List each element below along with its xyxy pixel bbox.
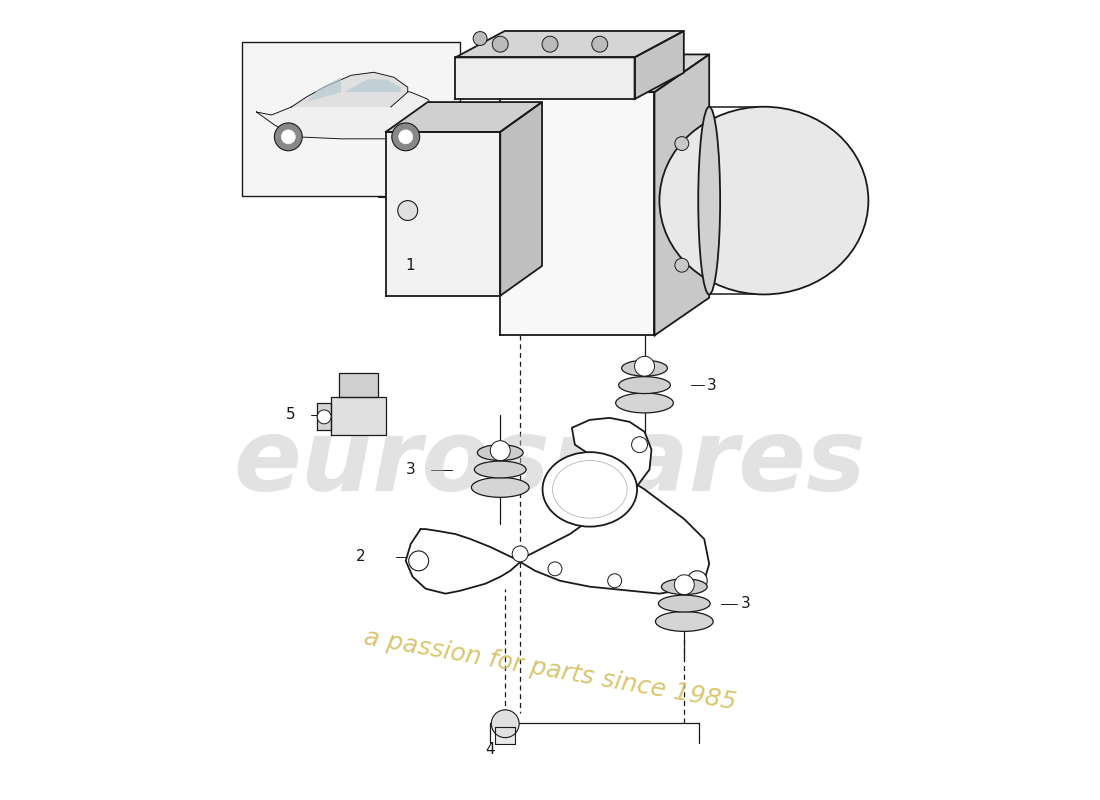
Polygon shape: [500, 102, 542, 296]
Polygon shape: [455, 31, 684, 58]
Circle shape: [274, 123, 302, 150]
Ellipse shape: [472, 478, 529, 498]
Polygon shape: [317, 403, 331, 430]
Ellipse shape: [698, 106, 720, 294]
Circle shape: [688, 571, 707, 590]
Circle shape: [548, 562, 562, 576]
Text: 1: 1: [406, 258, 416, 274]
Ellipse shape: [477, 445, 524, 461]
Polygon shape: [406, 418, 710, 594]
Circle shape: [675, 137, 689, 150]
Polygon shape: [455, 58, 635, 99]
Text: 3: 3: [707, 378, 717, 393]
Circle shape: [317, 410, 331, 424]
Ellipse shape: [616, 393, 673, 413]
Ellipse shape: [474, 461, 526, 478]
Polygon shape: [306, 78, 341, 102]
Polygon shape: [331, 397, 386, 434]
Circle shape: [631, 437, 648, 453]
Text: 3: 3: [741, 596, 751, 611]
Circle shape: [491, 441, 510, 461]
Circle shape: [635, 356, 654, 376]
Polygon shape: [344, 79, 400, 92]
Bar: [242, 42, 461, 197]
Polygon shape: [500, 54, 710, 92]
Circle shape: [675, 258, 689, 272]
Text: 3: 3: [406, 462, 416, 477]
Polygon shape: [495, 726, 515, 743]
Polygon shape: [292, 72, 408, 107]
Circle shape: [542, 36, 558, 52]
Ellipse shape: [618, 377, 670, 394]
Ellipse shape: [621, 360, 668, 376]
Text: 5: 5: [286, 407, 296, 422]
Text: 4: 4: [485, 742, 495, 757]
Polygon shape: [635, 31, 684, 99]
Circle shape: [473, 31, 487, 46]
Ellipse shape: [659, 106, 868, 294]
Text: a passion for parts since 1985: a passion for parts since 1985: [362, 626, 738, 714]
Circle shape: [398, 201, 418, 221]
Ellipse shape: [656, 611, 713, 631]
Polygon shape: [500, 92, 654, 335]
Polygon shape: [386, 102, 542, 132]
Circle shape: [392, 123, 420, 150]
Ellipse shape: [659, 595, 711, 612]
Text: eurospares: eurospares: [233, 415, 867, 512]
Polygon shape: [386, 132, 500, 296]
Polygon shape: [339, 373, 378, 397]
Ellipse shape: [542, 452, 637, 526]
Circle shape: [282, 130, 295, 144]
Text: 2: 2: [356, 550, 365, 565]
Polygon shape: [256, 86, 441, 139]
Circle shape: [493, 36, 508, 52]
Ellipse shape: [661, 578, 707, 594]
Circle shape: [592, 36, 607, 52]
Circle shape: [674, 574, 694, 594]
Circle shape: [409, 551, 429, 571]
Polygon shape: [654, 54, 710, 335]
Circle shape: [607, 574, 621, 588]
Circle shape: [492, 710, 519, 738]
Circle shape: [513, 546, 528, 562]
Circle shape: [399, 130, 412, 144]
